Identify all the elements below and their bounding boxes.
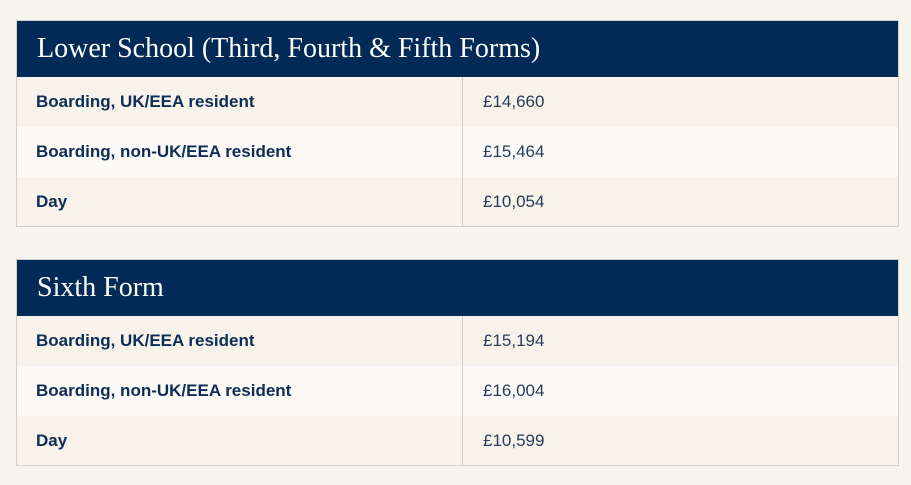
fee-category-label: Boarding, non-UK/EEA resident bbox=[17, 366, 463, 416]
fee-amount: £10,054 bbox=[483, 191, 545, 211]
table-title: Lower School (Third, Fourth & Fifth Form… bbox=[17, 21, 898, 77]
fee-category-label: Boarding, non-UK/EEA resident bbox=[17, 127, 463, 177]
table-row: Day £10,599 bbox=[17, 416, 898, 465]
table-row: Boarding, non-UK/EEA resident £16,004 bbox=[17, 366, 898, 416]
table-row: Boarding, UK/EEA resident £14,660 bbox=[17, 77, 898, 127]
fee-category-label: Day bbox=[17, 416, 463, 465]
table-row: Boarding, UK/EEA resident £15,194 bbox=[17, 316, 898, 366]
fee-amount: £10,599 bbox=[483, 430, 545, 450]
fee-category-label: Boarding, UK/EEA resident bbox=[17, 316, 463, 366]
fee-category-label: Day bbox=[17, 177, 463, 226]
fee-amount: £16,004 bbox=[483, 381, 545, 400]
fee-amount: £15,464 bbox=[483, 142, 545, 161]
table-row: Day £10,054 bbox=[17, 177, 898, 226]
fee-amount: £15,194 bbox=[483, 331, 545, 350]
table-title: Sixth Form bbox=[17, 260, 898, 316]
lower-school-fees-table: Lower School (Third, Fourth & Fifth Form… bbox=[16, 20, 899, 227]
fee-amount: £14,660 bbox=[483, 92, 545, 111]
sixth-form-fees-table: Sixth Form Boarding, UK/EEA resident £15… bbox=[16, 259, 899, 466]
fee-category-label: Boarding, UK/EEA resident bbox=[17, 77, 463, 127]
table-row: Boarding, non-UK/EEA resident £15,464 bbox=[17, 127, 898, 177]
